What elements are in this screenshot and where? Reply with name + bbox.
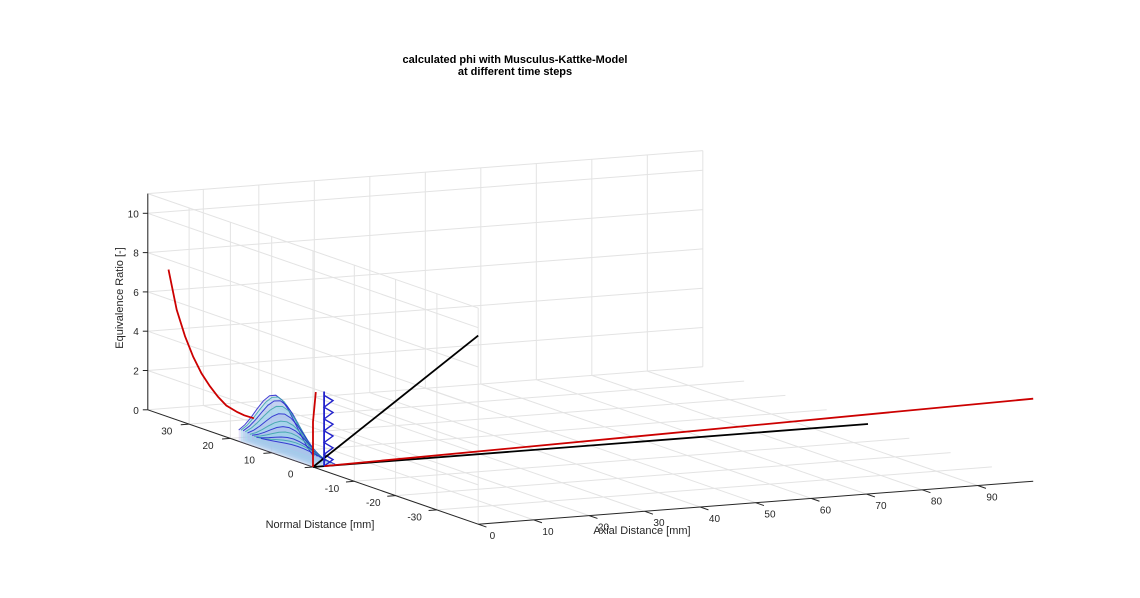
- grid: [147, 150, 992, 525]
- y-tick-mark: [222, 437, 231, 440]
- grid-line-sidewall-z: [147, 212, 479, 329]
- x-tick-label: 50: [764, 510, 776, 521]
- y-tick-mark: [428, 509, 437, 512]
- x-tick-mark: [700, 506, 709, 511]
- y-tick-mark: [304, 466, 314, 469]
- tick-labels: 0 10 20 30 40 50 60 70 80 90 -30 -20 -10 0 10 20 30 0 2 4 6 8…: [128, 209, 998, 542]
- y-tick-label: 20: [203, 441, 215, 452]
- y-tick-label: -30: [407, 513, 422, 524]
- profile-curve: [258, 437, 334, 465]
- y-axis-label: Normal Distance [mm]: [266, 519, 375, 531]
- x-axis-line: [478, 480, 1034, 525]
- y-tick-mark: [345, 480, 355, 483]
- x-tick-label: 10: [542, 527, 554, 538]
- profile-surface: [258, 437, 333, 466]
- z-tick-label: 10: [128, 209, 140, 220]
- series-line-red: [312, 392, 317, 467]
- pane-edge: [147, 150, 703, 195]
- series-line-black: [312, 334, 479, 468]
- z-tick-label: 4: [133, 327, 139, 338]
- y-tick-label: -10: [325, 484, 340, 495]
- profile-surface: [260, 438, 336, 466]
- y-tick-mark: [387, 495, 396, 497]
- x-tick-label: 20: [598, 522, 610, 533]
- y-tick-label: -20: [366, 498, 381, 509]
- z-tick-label: 6: [133, 288, 139, 299]
- x-tick-mark: [533, 519, 543, 524]
- profile-curve: [254, 431, 329, 463]
- y-tick-mark: [180, 423, 190, 426]
- x-tick-mark: [478, 523, 487, 528]
- grid-line-floor-y: [271, 409, 827, 454]
- x-tick-label: 60: [820, 505, 832, 516]
- y-tick-label: 30: [161, 427, 173, 438]
- pane-edge: [147, 193, 479, 309]
- x-tick-label: 90: [986, 492, 998, 503]
- grid-line-backwall-z: [147, 169, 703, 214]
- data-layer: [167, 269, 1034, 468]
- z-tick-label: 2: [133, 367, 139, 378]
- series-line-black: [312, 423, 869, 468]
- y-tick-mark: [263, 452, 272, 454]
- chart-title-line-2: at different time steps: [458, 66, 572, 78]
- x-axis-label: Axial Distance [mm]: [593, 525, 690, 537]
- x-tick-mark: [589, 515, 598, 519]
- y-tick-label: 10: [244, 455, 256, 466]
- grid-line-sidewall-z: [147, 252, 479, 368]
- grid-line-floor-y: [436, 466, 992, 511]
- x-tick-mark: [811, 497, 820, 502]
- chart-title-line-1: calculated phi with Musculus-Kattke-Mode…: [403, 54, 628, 66]
- x-tick-label: 30: [653, 518, 665, 529]
- grid-line-floor-y: [395, 452, 951, 497]
- profile-surface: [245, 406, 320, 467]
- x-tick-mark: [922, 489, 931, 494]
- series-line-red: [324, 397, 1034, 467]
- centerline-curve: [167, 269, 255, 420]
- x-tick-mark: [977, 485, 987, 489]
- z-tick-label: 8: [133, 249, 139, 260]
- x-tick-mark: [644, 510, 654, 515]
- x-tick-label: 0: [490, 531, 496, 542]
- profile-surface: [243, 400, 318, 467]
- x-tick-label: 70: [875, 501, 887, 512]
- x-tick-label: 40: [709, 514, 721, 525]
- x-tick-label: 80: [931, 497, 943, 508]
- z-tick-label: 0: [133, 406, 139, 417]
- y-tick-label: 0: [288, 470, 294, 481]
- profile-surface: [252, 426, 327, 466]
- x-tick-mark: [866, 493, 876, 498]
- grid-line-sidewall-z: [147, 291, 479, 407]
- grid-line-floor-y: [354, 437, 910, 482]
- grid-line-sidewall-z: [147, 330, 479, 447]
- z-axis-label: Equivalence Ratio [-]: [114, 247, 126, 349]
- x-tick-mark: [755, 502, 765, 507]
